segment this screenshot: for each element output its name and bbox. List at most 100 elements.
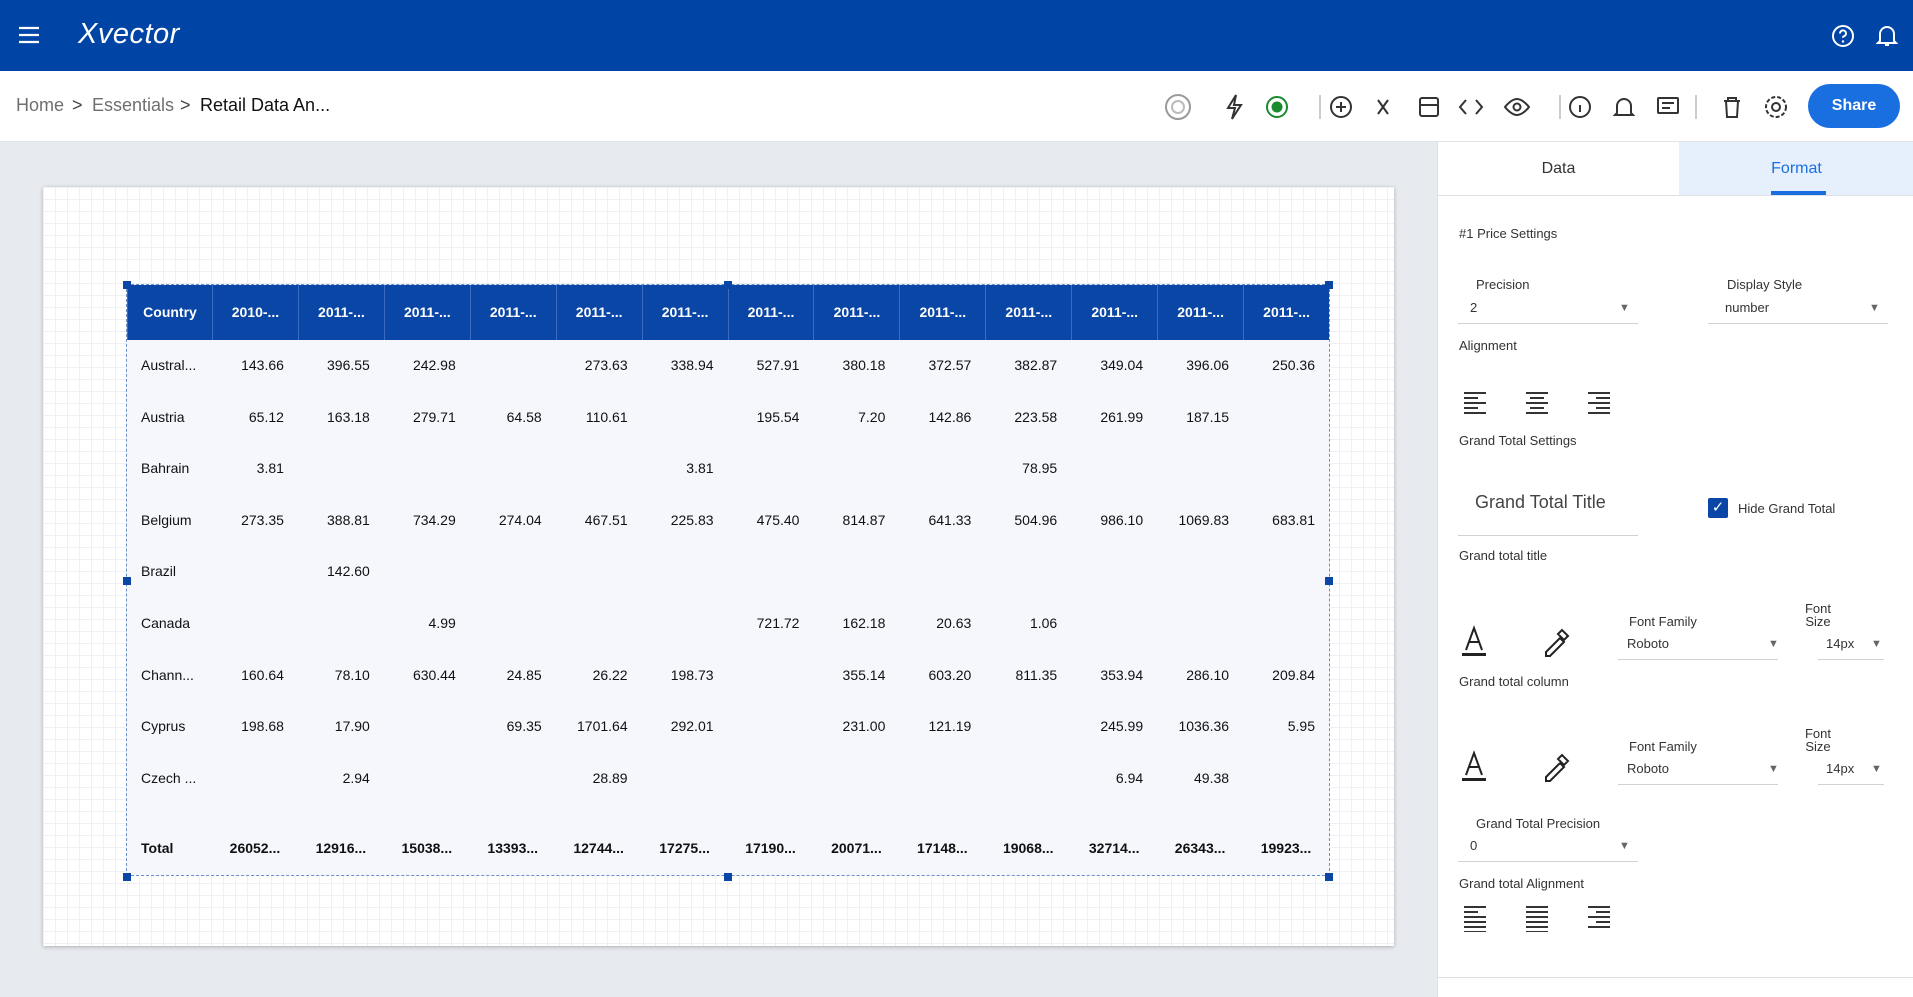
cell: 26.22 [592,666,628,683]
cell: 396.55 [327,357,370,373]
cell: 163.18 [327,408,370,425]
font-size-select[interactable]: 14px [1818,761,1884,785]
cell: 162.18 [842,615,886,631]
cell: 734.29 [412,511,456,528]
row-label: Belgium [141,511,192,528]
cell: 250.36 [1272,357,1315,373]
cell: 5.95 [1287,718,1315,735]
cell: 641.33 [928,511,972,528]
tab-format[interactable]: Format [1771,160,1822,177]
resize-handle[interactable] [1325,577,1333,585]
crumb-essentials[interactable]: Essentials [92,95,175,115]
resize-handle[interactable] [1325,281,1333,289]
picker-icon[interactable] [1538,622,1578,662]
font-size-select[interactable]: 14px [1818,636,1884,660]
share-button[interactable]: Share [1808,84,1900,128]
tab-data[interactable]: Data [1541,160,1576,177]
grand-total-settings-label: Grand Total Settings [1459,433,1577,448]
cell: 382.87 [1014,357,1058,373]
hide-grand-total-checkbox[interactable]: ✓ [1708,498,1728,518]
cell: 349.04 [1100,357,1144,373]
crumb-home[interactable]: Home [16,95,65,115]
cell: 721.72 [756,615,800,631]
precision-select[interactable]: 2 [1458,300,1638,324]
font-family-select[interactable]: Roboto [1618,636,1778,660]
cell: 388.81 [327,511,370,528]
font-family-select[interactable]: Roboto [1618,761,1778,785]
alerts-icon[interactable] [1875,23,1899,49]
total-cell: 15038... [401,840,453,856]
cell: 1069.83 [1178,511,1230,528]
panel-divider [1438,977,1913,978]
crumb-separator: > [72,95,83,115]
picker-icon[interactable] [1538,747,1578,787]
hide-grand-total-label: Hide Grand Total [1738,501,1836,516]
cell: 3.81 [256,460,284,477]
total-cell: 19923... [1260,840,1312,856]
grand-total-title-input[interactable]: Grand Total Title [1458,492,1638,536]
resize-handle[interactable] [123,577,131,585]
menu-icon[interactable] [18,25,40,45]
cell: 242.98 [412,357,456,373]
cell: 279.71 [412,408,456,425]
cell: 7.20 [858,408,886,425]
grand-total-column-label: Grand total column [1459,674,1569,689]
total-cell: 19068... [1002,840,1054,856]
column-header: 2011-... [469,285,556,340]
grand-total-align-icons[interactable] [1438,902,1913,942]
pivot-table[interactable]: Country 2010-... 2011-... 2011-... 2011-... 2… [123,281,1333,881]
cell: 396.06 [1186,357,1230,373]
font-family-label: Font Family [1629,614,1697,629]
help-icon[interactable] [1831,24,1855,48]
grand-total-alignment-label: Grand total Alignment [1459,876,1585,891]
column-header: 2011-... [297,285,384,340]
grand-total-title-label: Grand total title [1459,548,1548,563]
format-panel: Data Format #1 Price Settings Precision … [1437,142,1913,997]
top-bar: Xvector [0,0,1913,71]
cell: 20.63 [936,615,972,631]
row-label: Austria [141,408,185,425]
cell: 143.66 [241,357,284,373]
row-label: Czech ... [141,769,197,786]
cell: 142.60 [327,563,370,580]
cell: 603.20 [928,666,972,683]
cell: 273.35 [241,511,284,528]
cell: 4.99 [428,615,456,631]
row-label: Canada [141,615,191,631]
resize-handle[interactable] [724,873,732,881]
cell: 225.83 [670,511,714,528]
cell: 380.18 [842,357,886,373]
column-header: 2011-... [555,285,642,340]
column-header: 2011-... [641,285,728,340]
text-color-icon[interactable] [1458,747,1538,787]
alignment-label: Alignment [1459,338,1517,353]
resize-handle[interactable] [123,873,131,881]
cell: 209.84 [1272,666,1315,683]
column-header: 2011-... [727,285,814,340]
column-header: 2011-... [813,285,900,340]
cell: 1701.64 [577,718,628,735]
grand-total-precision-select[interactable]: 0 [1458,838,1638,862]
cell: 1.06 [1029,615,1058,631]
display-style-select[interactable]: number [1708,300,1888,324]
cell: 223.58 [1014,408,1058,425]
resize-handle[interactable] [1325,873,1333,881]
cell: 292.01 [670,718,714,735]
dropdown-arrow: ▼ [1619,840,1630,852]
logo[interactable]: Xvector [78,18,180,50]
cell: 78.95 [1022,460,1058,477]
cell: 1036.36 [1178,718,1230,735]
cell: 198.73 [670,666,714,683]
breadcrumb-bar: Home > Essentials > Retail Data An... Sh… [0,71,1913,142]
total-cell: 17275... [659,840,710,856]
resize-handle[interactable] [724,281,732,289]
resize-handle[interactable] [123,281,131,289]
cell: 3.81 [686,460,714,477]
cell: 286.10 [1186,666,1230,683]
dropdown-arrow: ▼ [1871,638,1882,650]
column-header: 2011-... [1157,285,1244,340]
text-color-icon[interactable] [1458,622,1538,662]
dropdown-arrow: ▼ [1768,763,1779,775]
cell: 17.90 [334,718,370,735]
